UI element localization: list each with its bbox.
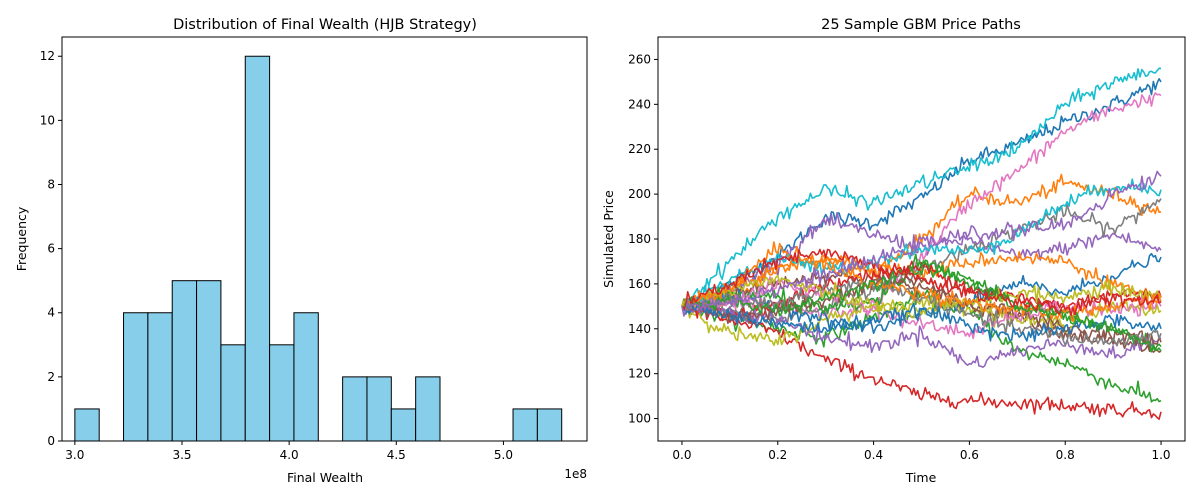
price-path-line — [682, 303, 1162, 368]
price-path-line — [681, 251, 1162, 313]
histogram-title: Distribution of Final Wealth (HJB Strate… — [173, 17, 477, 33]
histogram-axes-frame — [61, 36, 588, 442]
price-path-line — [681, 289, 1162, 403]
histogram-bar — [415, 376, 441, 442]
paths-axes-frame — [657, 36, 1186, 442]
histogram-y-tick-label: 0 — [47, 434, 55, 448]
paths-y-tick-label: 220 — [628, 142, 651, 156]
paths-x-label: Time — [905, 470, 937, 485]
price-path-line — [681, 178, 1162, 309]
histogram-bar — [293, 312, 319, 442]
histogram-bars — [74, 55, 563, 442]
histogram-bar — [512, 408, 538, 442]
paths-y-ticks: 100 120 140 160 180 200 220 240 260 — [628, 52, 658, 426]
histogram-bar — [342, 376, 368, 442]
histogram-y-tick-label: 12 — [40, 49, 55, 63]
paths-x-tick-label: 0.6 — [960, 448, 979, 462]
paths-y-tick-label: 240 — [628, 97, 651, 111]
price-path-line — [681, 253, 1162, 352]
paths-y-tick-label: 120 — [628, 367, 651, 381]
paths-y-tick-label: 180 — [628, 232, 651, 246]
histogram-y-tick-label: 4 — [47, 306, 55, 320]
paths-y-label: Simulated Price — [601, 190, 616, 288]
price-path-line — [681, 67, 1162, 307]
histogram-x-label: Final Wealth — [287, 470, 363, 485]
price-path-line — [681, 259, 1162, 353]
paths-x-ticks: 0.0 0.2 0.4 0.6 0.8 1.0 — [672, 441, 1171, 462]
price-path-line — [681, 248, 1162, 316]
paths-y-tick-label: 140 — [628, 322, 651, 336]
price-path-line — [681, 274, 1162, 320]
histogram-bar — [269, 344, 295, 442]
histogram-bar — [74, 408, 100, 442]
histogram-y-tick-label: 10 — [40, 113, 55, 127]
histogram-x-tick-label: 4.5 — [387, 448, 406, 462]
histogram-bar — [366, 376, 392, 442]
histogram-x-ticks: 3.0 3.5 4.0 4.5 5.0 — [65, 441, 513, 462]
paths-y-tick-label: 160 — [628, 277, 651, 291]
price-path-line — [681, 78, 1162, 308]
histogram-bar — [390, 408, 417, 442]
histogram-bar — [171, 280, 198, 442]
histogram-bar — [196, 280, 222, 442]
histogram-bar — [220, 344, 246, 442]
histogram-x-offset-text: 1e8 — [564, 467, 587, 481]
paths-y-tick-label: 200 — [628, 187, 651, 201]
price-path-line — [681, 279, 1162, 347]
paths-x-tick-label: 0.2 — [768, 448, 787, 462]
paths-y-tick-label: 260 — [628, 52, 651, 66]
histogram-bar — [123, 312, 149, 442]
price-path-line — [681, 303, 1162, 420]
histogram-bar — [147, 312, 173, 442]
paths-title: 25 Sample GBM Price Paths — [821, 17, 1021, 33]
histogram-y-tick-label: 2 — [47, 370, 55, 384]
histogram-x-tick-label: 4.0 — [280, 448, 299, 462]
paths-x-tick-label: 0.0 — [672, 448, 691, 462]
histogram-y-ticks: 0 2 4 6 8 10 12 — [40, 49, 62, 448]
histogram-bar — [244, 55, 271, 442]
paths-lines — [681, 67, 1162, 420]
histogram-x-tick-label: 5.0 — [494, 448, 513, 462]
histogram-x-tick-label: 3.5 — [172, 448, 191, 462]
histogram-bar — [536, 408, 563, 442]
paths-y-tick-label: 100 — [628, 412, 651, 426]
paths-x-tick-label: 0.4 — [864, 448, 883, 462]
paths-x-tick-label: 1.0 — [1151, 448, 1170, 462]
histogram-panel: Distribution of Final Wealth (HJB Strate… — [14, 17, 588, 485]
paths-x-tick-label: 0.8 — [1056, 448, 1075, 462]
histogram-y-tick-label: 6 — [47, 242, 55, 256]
histogram-y-tick-label: 8 — [47, 177, 55, 191]
price-path-line — [681, 170, 1162, 317]
paths-panel: 25 Sample GBM Price Paths 0.0 0.2 0.4 0.6 0.… — [601, 17, 1186, 485]
histogram-y-label: Frequency — [14, 206, 29, 271]
histogram-x-tick-label: 3.0 — [65, 448, 84, 462]
